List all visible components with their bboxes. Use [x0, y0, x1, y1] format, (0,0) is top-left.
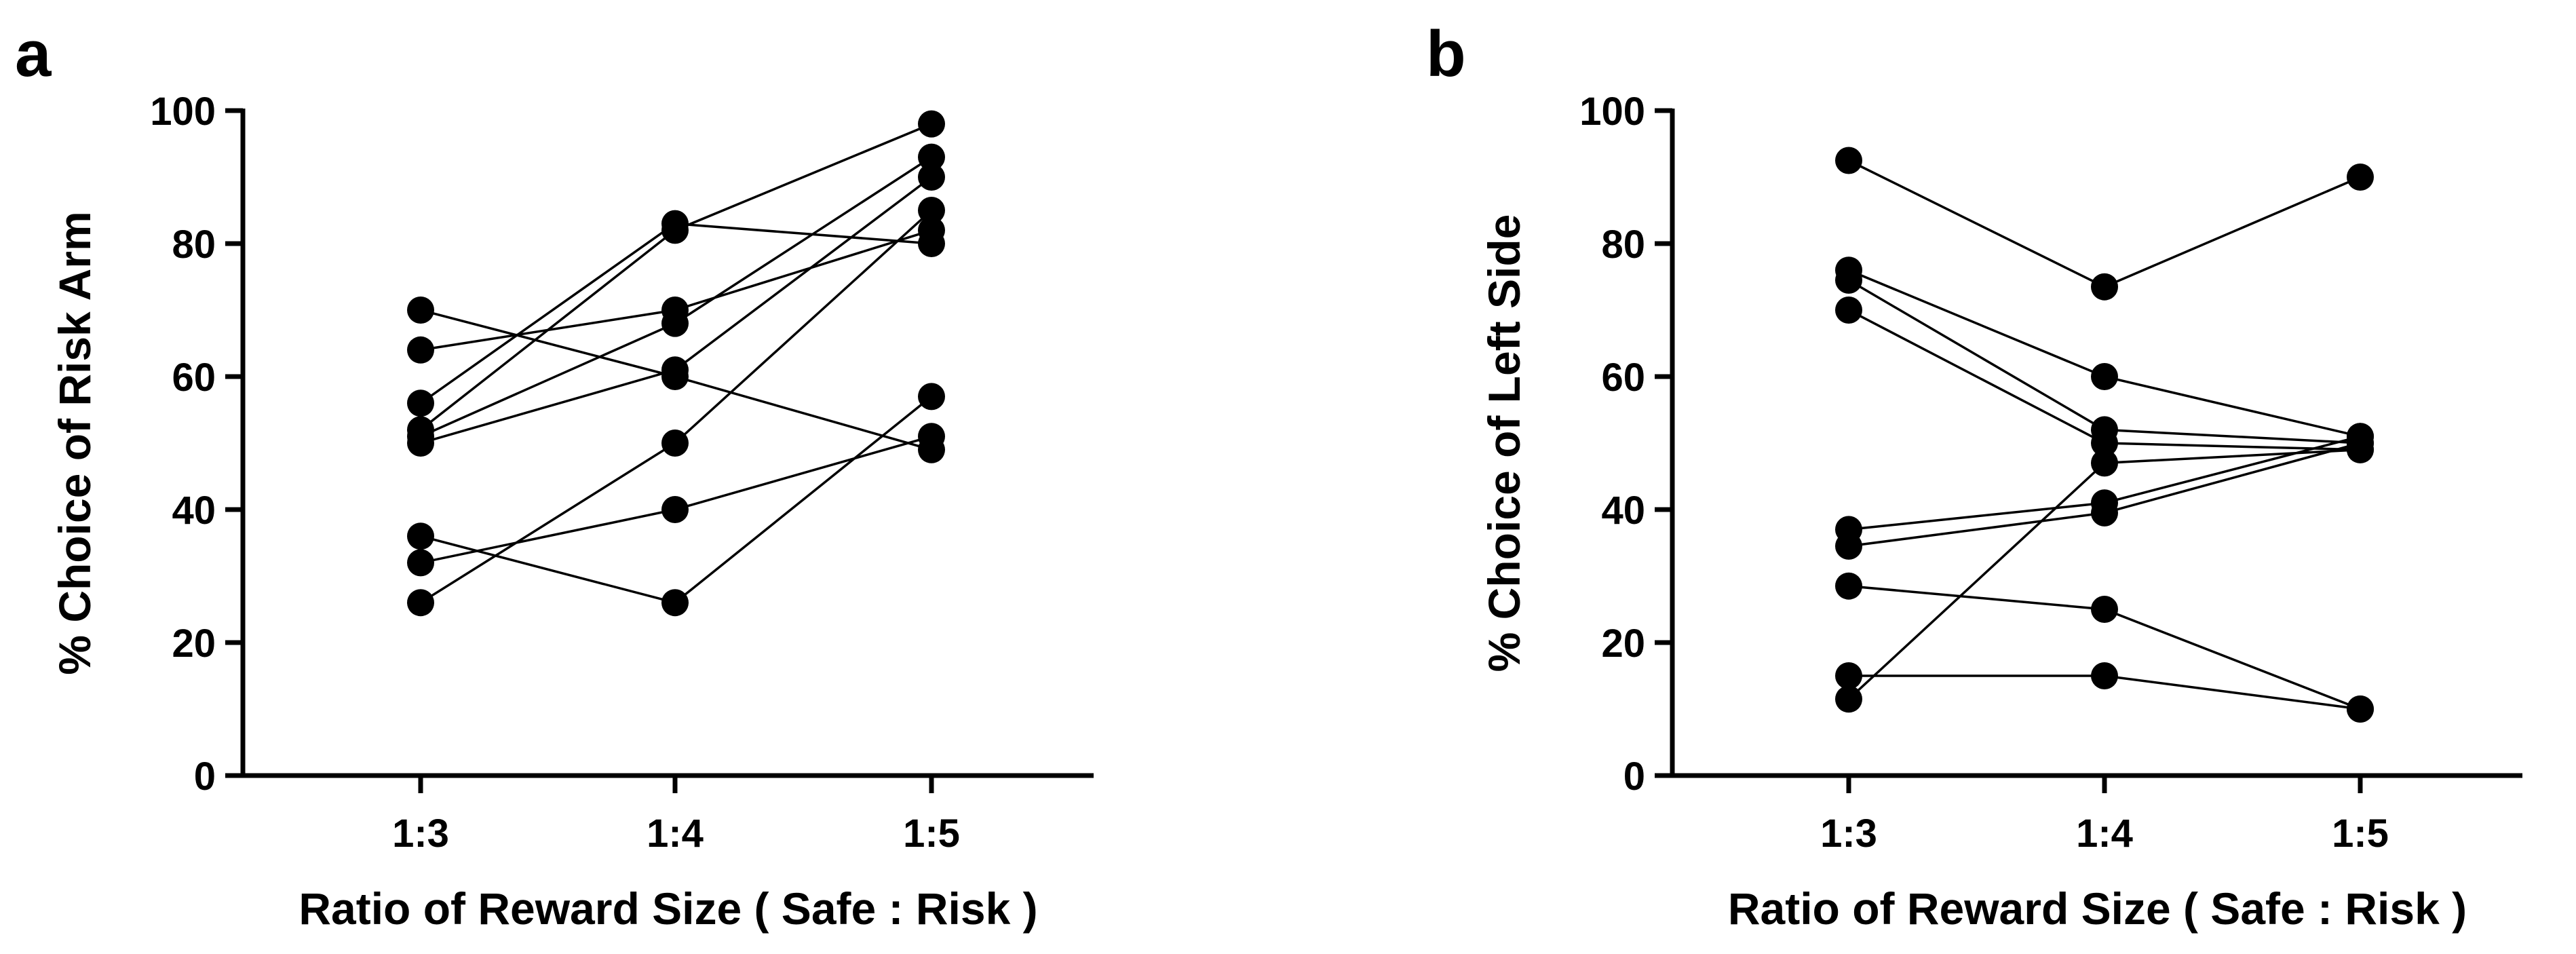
- panel-b-y-tick-label: 100: [1579, 90, 1645, 134]
- panel-a-data-point: [918, 197, 945, 224]
- panel-b-y-tick-label: 40: [1601, 489, 1645, 533]
- panel-a-points: [407, 110, 945, 617]
- panel-a-x-ticks: 1:3 1:4 1:5: [392, 776, 960, 856]
- panel-a-data-point: [407, 549, 434, 577]
- panel-a-data-point: [918, 423, 945, 451]
- panel-a-y-tick-label: 40: [172, 489, 216, 533]
- panel-b-data-point: [2347, 164, 2374, 191]
- panel-b-x-axis-label: Ratio of Reward Size ( Safe : Risk ): [1728, 883, 2467, 934]
- panel-b-data-point: [2091, 430, 2118, 457]
- panel-b-y-tick-label: 20: [1601, 622, 1645, 666]
- panel-b-y-ticks: 0 20 40 60 80 100: [1579, 90, 1672, 799]
- panel-b-data-point: [1835, 662, 1862, 689]
- panel-a-x-axis-label: Ratio of Reward Size ( Safe : Risk ): [299, 883, 1037, 934]
- panel-b-series-line-1: [1848, 159, 2361, 288]
- panel-a-y-ticks: 0 20 40 60 80 100: [150, 90, 243, 799]
- panel-a-y-tick-label: 80: [172, 223, 216, 267]
- panel-b-data-point: [2091, 596, 2118, 623]
- panel-a-y-tick-label: 0: [194, 755, 216, 799]
- panel-b-y-axis-label: % Choice of Left Side: [1479, 214, 1529, 672]
- panel-a-data-point: [407, 389, 434, 417]
- panel-b-data-point: [2091, 499, 2118, 527]
- panel-a-data-point: [661, 309, 689, 337]
- panel-b-data-point: [2347, 436, 2374, 463]
- panel-a-data-point: [661, 589, 689, 617]
- panel-b-series-line-9: [1847, 449, 2361, 700]
- panel-b-data-point: [1835, 532, 1862, 560]
- panel-a-data-point: [407, 297, 434, 324]
- panel-a-data-point: [407, 430, 434, 457]
- panel-b-data-point: [1835, 266, 1862, 294]
- panel-a-y-tick-label: 60: [172, 356, 216, 400]
- panel-b-y-tick-label: 60: [1601, 356, 1645, 400]
- panel-a-x-tick-label: 1:4: [647, 812, 704, 856]
- panel-a-y-tick-label: 20: [172, 622, 216, 666]
- panel-a-series-line-9: [420, 209, 933, 604]
- panel-a-data-point: [661, 430, 689, 457]
- panel-a-letter: a: [15, 18, 52, 90]
- panel-b-data-point: [1835, 147, 1862, 174]
- panel-b-x-tick-label: 1:5: [2332, 812, 2389, 856]
- panel-a-data-point: [407, 589, 434, 617]
- panel-a-data-point: [918, 230, 945, 257]
- panel-b-data-point: [2091, 662, 2118, 689]
- panel-b-data-point: [1835, 572, 1862, 600]
- panel-b-points: [1835, 147, 2374, 723]
- panel-a-x-tick-label: 1:3: [392, 812, 449, 856]
- panel-a-y-tick-label: 100: [150, 90, 216, 134]
- panel-b-x-tick-label: 1:4: [2076, 812, 2133, 856]
- panel-a-data-point: [407, 336, 434, 364]
- panel-a-data-point: [918, 383, 945, 411]
- panel-b-letter: b: [1426, 18, 1466, 90]
- panel-b-data-point: [2091, 449, 2118, 477]
- panel-b-axes: [1670, 109, 2522, 778]
- panel-a-x-tick-label: 1:5: [903, 812, 960, 856]
- panel-b-chart: b 1:3 1:4 1:5 0 20 40 60 80 100 Ratio of Reward…: [1426, 18, 2522, 934]
- panel-b-data-point: [2091, 273, 2118, 301]
- panel-a-data-point: [661, 356, 689, 384]
- panel-a-chart: a 1:3 1:4 1:5 0 20 40 60 80 100 Ratio of Reward…: [15, 18, 1094, 934]
- panel-a-axes: [240, 109, 1094, 778]
- panel-b-y-tick-label: 0: [1623, 755, 1645, 799]
- panel-b-y-tick-label: 80: [1601, 223, 1645, 267]
- panel-b-data-point: [2091, 363, 2118, 390]
- panel-a-data-point: [661, 496, 689, 523]
- panel-b-x-ticks: 1:3 1:4 1:5: [1820, 776, 2389, 856]
- panel-a-data-point: [918, 143, 945, 171]
- panel-b-data-point: [2347, 695, 2374, 723]
- panel-a-data-point: [661, 216, 689, 244]
- panel-a-y-axis-label: % Choice of Risk Arm: [50, 211, 100, 674]
- panel-b-data-point: [1835, 685, 1862, 713]
- panel-a-data-point: [407, 522, 434, 550]
- panel-a-data-point: [918, 164, 945, 191]
- panel-a-data-point: [918, 110, 945, 138]
- panel-b-data-point: [1835, 297, 1862, 324]
- panel-b-x-tick-label: 1:3: [1820, 812, 1877, 856]
